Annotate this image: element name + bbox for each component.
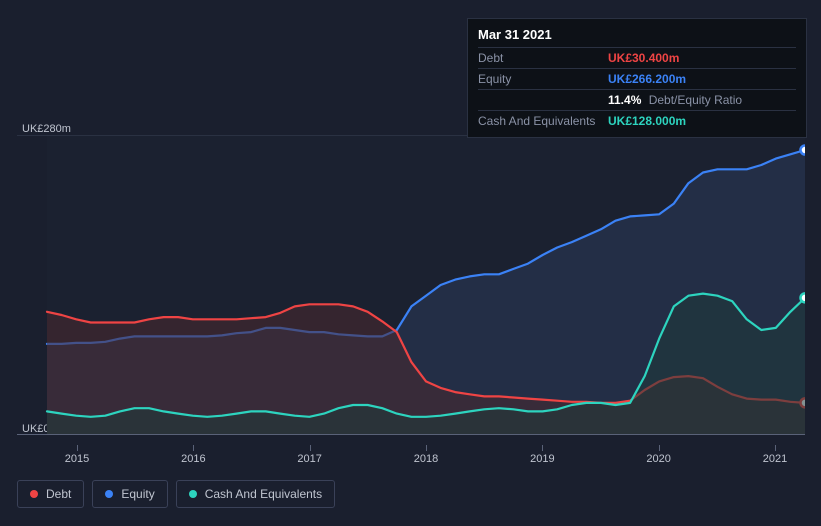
tooltip-row-value: UK£266.200m <box>608 72 686 86</box>
tooltip-row: Cash And EquivalentsUK£128.000m <box>478 111 796 131</box>
x-tick <box>310 445 311 451</box>
chart-container: Mar 31 2021 DebtUK£30.400mEquityUK£266.2… <box>0 0 821 526</box>
legend-dot-icon <box>105 490 113 498</box>
tooltip-row-label: Equity <box>478 72 608 86</box>
x-axis-label: 2016 <box>181 453 205 465</box>
tooltip-row-value: 11.4% Debt/Equity Ratio <box>608 93 742 107</box>
x-axis-label: 2020 <box>646 453 670 465</box>
legend-item-cash-and-equivalents[interactable]: Cash And Equivalents <box>176 480 335 508</box>
x-axis-label: 2015 <box>65 453 89 465</box>
tooltip-date: Mar 31 2021 <box>478 25 796 48</box>
legend-label: Cash And Equivalents <box>205 487 322 501</box>
legend-item-equity[interactable]: Equity <box>92 480 167 508</box>
x-tick <box>775 445 776 451</box>
x-tick <box>77 445 78 451</box>
x-axis-label: 2018 <box>414 453 438 465</box>
legend-label: Equity <box>121 487 154 501</box>
tooltip-row-value: UK£30.400m <box>608 51 679 65</box>
x-tick <box>542 445 543 451</box>
legend-dot-icon <box>189 490 197 498</box>
tooltip-row: DebtUK£30.400m <box>478 48 796 69</box>
tooltip-row-label: Debt <box>478 51 608 65</box>
legend-label: Debt <box>46 487 71 501</box>
y-axis-top-label: UK£280m <box>22 123 71 135</box>
x-tick <box>426 445 427 451</box>
x-axis-label: 2017 <box>297 453 321 465</box>
tooltip-row: EquityUK£266.200m <box>478 69 796 90</box>
x-axis-label: 2019 <box>530 453 554 465</box>
x-axis: 2015 2016 2017 2018 2019 2020 2021 <box>17 445 805 465</box>
tooltip-row-suffix: Debt/Equity Ratio <box>645 93 742 107</box>
chart-legend: Debt Equity Cash And Equivalents <box>17 480 335 508</box>
tooltip-row-value: UK£128.000m <box>608 114 686 128</box>
tooltip-row-label <box>478 93 608 107</box>
x-axis-label: 2021 <box>763 453 787 465</box>
x-tick <box>193 445 194 451</box>
x-tick <box>659 445 660 451</box>
chart-tooltip: Mar 31 2021 DebtUK£30.400mEquityUK£266.2… <box>467 18 807 138</box>
legend-item-debt[interactable]: Debt <box>17 480 84 508</box>
legend-dot-icon <box>30 490 38 498</box>
tooltip-row: 11.4% Debt/Equity Ratio <box>478 90 796 111</box>
tooltip-row-label: Cash And Equivalents <box>478 114 608 128</box>
chart-plot-area[interactable] <box>17 135 805 435</box>
